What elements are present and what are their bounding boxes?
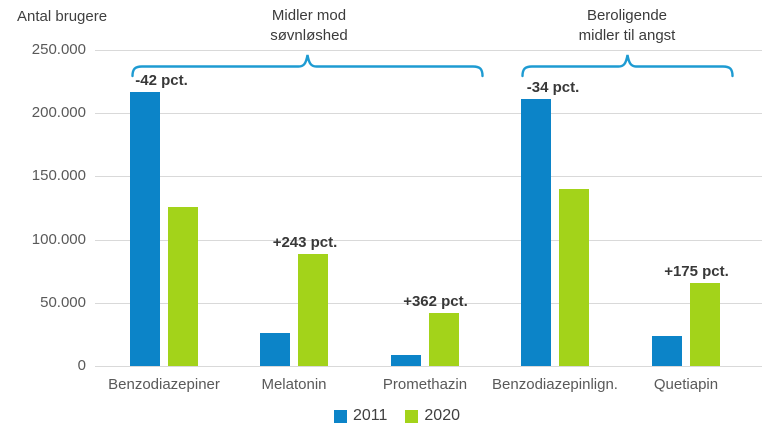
legend-swatch-2020 (405, 409, 419, 423)
annotation-line: søvnløshed (270, 27, 348, 44)
annotation-line: Beroligende (586, 7, 668, 24)
gridline (95, 240, 762, 241)
x-axis-label-melatonin: Melatonin (261, 376, 327, 393)
bar-benzodiazepinlign-2011 (521, 99, 551, 366)
gridline (95, 113, 762, 114)
legend: 2011 2020 (13, 407, 768, 425)
group-annotation-right: Beroligende midler til angst (579, 6, 676, 46)
gridline (95, 50, 762, 51)
x-axis-label-benzodiazepinlign: Benzodiazepinlign. (492, 376, 618, 393)
legend-swatch-2011 (334, 409, 347, 423)
gridline (95, 366, 762, 367)
legend-label-2020: 2020 (424, 407, 460, 424)
y-axis-tick-label: 200.000 (31, 104, 86, 121)
gridline (95, 176, 762, 177)
bar-promethazin-2011 (391, 355, 421, 366)
x-axis-label-benzodiazepiner: Benzodiazepiner (108, 376, 220, 393)
gridline (95, 303, 762, 304)
annotation-line: Midler mod (271, 7, 347, 24)
change-label-promethazin: +362 pct. (403, 293, 468, 310)
change-label-benzodiazepiner: -42 pct. (135, 72, 188, 89)
brace-right (521, 54, 734, 78)
bar-melatonin-2011 (260, 333, 290, 366)
bar-quetiapin-2011 (652, 336, 682, 366)
change-label-melatonin: +243 pct. (272, 234, 338, 251)
legend-label-2011: 2011 (353, 407, 388, 424)
x-axis-label-promethazin: Promethazin (382, 376, 468, 393)
y-axis-tick-label: 100.000 (31, 231, 86, 248)
y-axis-tick-label: 0 (77, 357, 86, 374)
change-label-benzodiazepinlign: -34 pct. (526, 79, 580, 96)
y-axis-tick-label: 250.000 (31, 41, 86, 58)
annotation-line: midler til angst (578, 27, 676, 44)
brace-left (131, 54, 484, 78)
bar-benzodiazepiner-2020 (168, 207, 198, 366)
y-axis-title: Antal brugere (17, 8, 108, 25)
bar-melatonin-2020 (298, 254, 328, 366)
y-axis-tick-label: 150.000 (31, 167, 86, 184)
bar-promethazin-2020 (429, 313, 459, 366)
y-axis-tick-label: 50.000 (40, 294, 86, 311)
legend-item-2011: 2011 (334, 407, 387, 425)
group-annotation-left: Midler mod søvnløshed (270, 6, 348, 46)
change-label-quetiapin: +175 pct. (664, 263, 729, 280)
bar-quetiapin-2020 (690, 283, 720, 366)
x-axis-label-quetiapin: Quetiapin (653, 376, 719, 393)
bar-benzodiazepiner-2011 (130, 92, 160, 366)
bar-benzodiazepinlign-2020 (559, 189, 589, 366)
legend-item-2020: 2020 (405, 407, 460, 425)
